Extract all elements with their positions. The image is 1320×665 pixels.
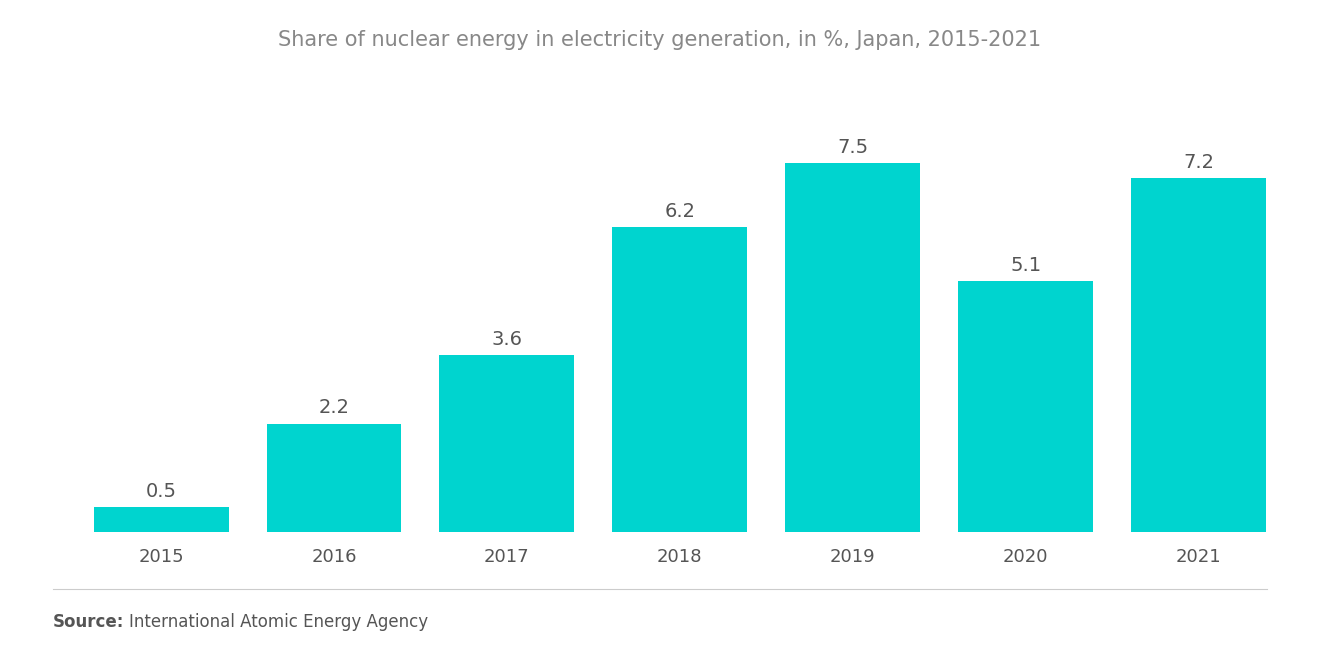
Bar: [612, 227, 747, 532]
Text: 7.2: 7.2: [1183, 153, 1214, 172]
Text: 2.2: 2.2: [318, 398, 350, 418]
Text: Share of nuclear energy in electricity generation, in %, Japan, 2015-2021: Share of nuclear energy in electricity g…: [279, 30, 1041, 50]
Text: International Atomic Energy Agency: International Atomic Energy Agency: [129, 612, 429, 631]
Bar: [267, 424, 401, 532]
Bar: [94, 507, 228, 532]
Text: Source:: Source:: [53, 612, 124, 631]
Text: 7.5: 7.5: [837, 138, 869, 157]
Bar: [1131, 178, 1266, 532]
Text: 5.1: 5.1: [1010, 256, 1041, 275]
Text: 3.6: 3.6: [491, 330, 523, 348]
Bar: [958, 281, 1093, 532]
Text: 6.2: 6.2: [664, 202, 696, 221]
Text: 0.5: 0.5: [145, 482, 177, 501]
Bar: [440, 355, 574, 532]
Bar: [785, 164, 920, 532]
